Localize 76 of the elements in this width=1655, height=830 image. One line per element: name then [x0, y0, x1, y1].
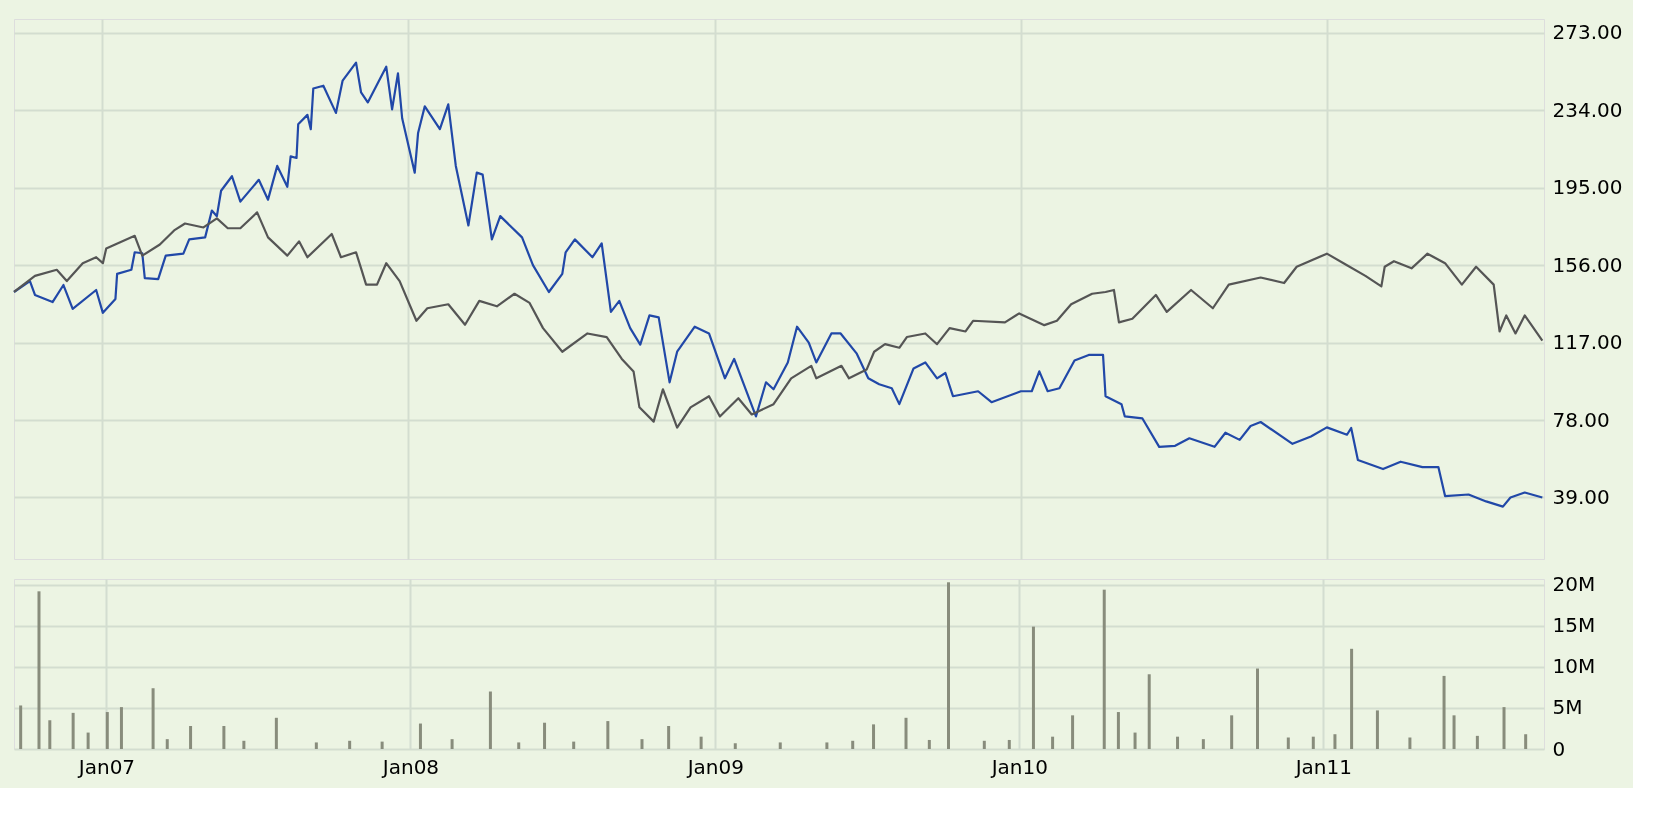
bar: [572, 741, 576, 749]
y-tick-label: 39.00: [1552, 484, 1610, 509]
bar: [667, 726, 671, 749]
bar: [640, 739, 644, 749]
bar: [543, 722, 547, 749]
bar: [1255, 668, 1259, 749]
bar: [380, 741, 384, 749]
bar: [1102, 589, 1106, 749]
bar: [606, 721, 610, 749]
bar: [1375, 710, 1379, 749]
bar: [274, 717, 278, 749]
bar: [825, 742, 829, 749]
bar: [733, 743, 737, 749]
bar: [1311, 736, 1315, 749]
y-tick-label: 117.00: [1552, 330, 1623, 355]
line-series: [12, 211, 1544, 429]
bar: [488, 691, 492, 749]
bar: [1051, 736, 1055, 749]
bar: [19, 705, 23, 749]
bar: [1133, 732, 1137, 749]
y-tick-label: 5M: [1552, 695, 1583, 720]
bar: [151, 688, 155, 749]
bar: [1333, 734, 1337, 749]
y-tick-label: 78.00: [1552, 407, 1610, 432]
bar: [1524, 734, 1528, 749]
bar: [418, 723, 422, 749]
y-tick-label: 195.00: [1552, 175, 1623, 200]
bar: [1408, 737, 1412, 749]
bar: [165, 739, 169, 749]
bar: [982, 740, 986, 749]
bar: [1031, 626, 1035, 749]
y-tick-label: 234.00: [1552, 97, 1623, 122]
bar: [1176, 736, 1180, 749]
bar: [86, 732, 90, 749]
y-tick-label: 20M: [1552, 572, 1596, 597]
bar: [699, 736, 703, 749]
bar: [1350, 648, 1354, 749]
bar: [1475, 735, 1479, 749]
bar: [904, 717, 908, 749]
bar: [946, 582, 950, 749]
bar: [1116, 712, 1120, 749]
bar: [1007, 739, 1011, 749]
x-tick-label: Jan10: [989, 754, 1048, 779]
y-tick-label: 10M: [1552, 654, 1596, 679]
y-tick-label: 156.00: [1552, 252, 1623, 277]
bar: [1286, 737, 1290, 749]
bar: [1230, 715, 1234, 749]
bar: [872, 724, 876, 749]
y-tick-label: 0: [1552, 736, 1566, 761]
x-tick-label: Jan08: [380, 754, 440, 779]
bar: [48, 720, 52, 749]
bar: [1147, 674, 1151, 749]
bar: [314, 742, 318, 749]
x-tick-label: Jan09: [685, 754, 744, 779]
y-tick-label: 15M: [1552, 613, 1596, 638]
bar: [119, 707, 123, 749]
bar: [37, 591, 41, 749]
bar: [1442, 675, 1446, 749]
x-tick-label: Jan11: [1293, 754, 1352, 779]
bar: [348, 740, 352, 749]
bar: [851, 740, 855, 749]
bar: [1071, 715, 1075, 749]
bar: [450, 739, 454, 749]
x-tick-label: Jan07: [76, 754, 136, 779]
bar: [222, 726, 226, 749]
bar: [1502, 707, 1506, 749]
bar: [927, 739, 931, 749]
bar: [1452, 715, 1456, 749]
bar: [778, 742, 782, 749]
bar: [242, 740, 246, 749]
bar: [1201, 739, 1205, 749]
bar: [105, 712, 109, 749]
bar: [189, 726, 193, 749]
bar: [71, 712, 75, 749]
bar: [517, 742, 521, 749]
y-tick-label: 273.00: [1552, 20, 1623, 45]
